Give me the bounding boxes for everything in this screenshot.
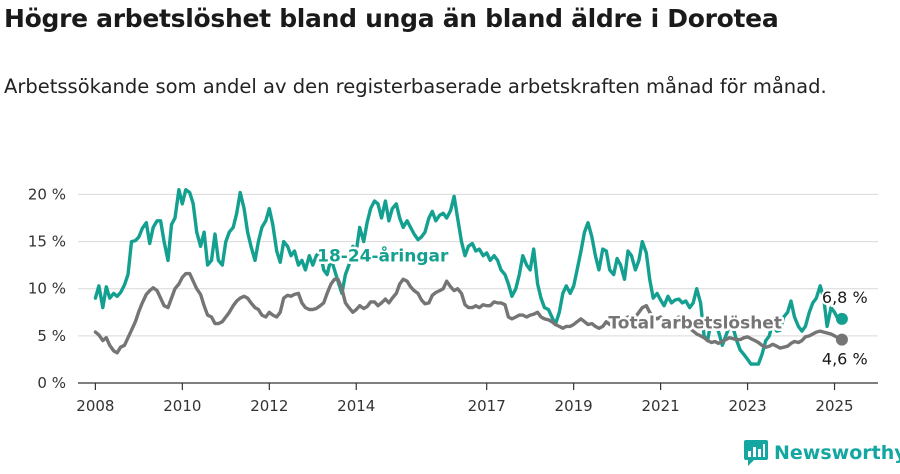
series-line-youth [93, 188, 844, 366]
chart-title: Högre arbetslöshet bland unga än bland ä… [4, 4, 779, 33]
x-tick-label: 2017 [468, 397, 506, 415]
series-label: 18-24-åringar [317, 244, 449, 266]
series-label: Total arbetslöshet [608, 313, 782, 333]
x-tick-label: 2010 [163, 397, 201, 415]
y-tick-label: 5 % [37, 327, 66, 345]
series-line-total [93, 271, 844, 355]
series-end-point [835, 312, 848, 325]
x-tick-label: 2019 [555, 397, 593, 415]
chart-subtitle: Arbetssökande som andel av den registerb… [4, 75, 827, 98]
x-tick-label: 2012 [250, 397, 288, 415]
y-tick-label: 15 % [28, 233, 66, 251]
newsworthy-icon [744, 440, 768, 466]
series-end-label: 4,6 % [822, 350, 868, 369]
brand-name: Newsworthy [774, 442, 900, 464]
y-tick-label: 0 % [37, 374, 66, 392]
series-end-label: 6,8 % [822, 288, 868, 307]
series-end-point [835, 333, 848, 346]
x-tick-label: 2008 [76, 397, 114, 415]
x-tick-label: 2014 [337, 397, 375, 415]
x-tick-label: 2023 [728, 397, 766, 415]
newsworthy-logo: Newsworthy [744, 440, 900, 466]
x-tick-label: 2025 [815, 397, 853, 415]
y-tick-label: 10 % [28, 280, 66, 298]
y-tick-label: 20 % [28, 185, 66, 203]
x-tick-label: 2021 [642, 397, 680, 415]
